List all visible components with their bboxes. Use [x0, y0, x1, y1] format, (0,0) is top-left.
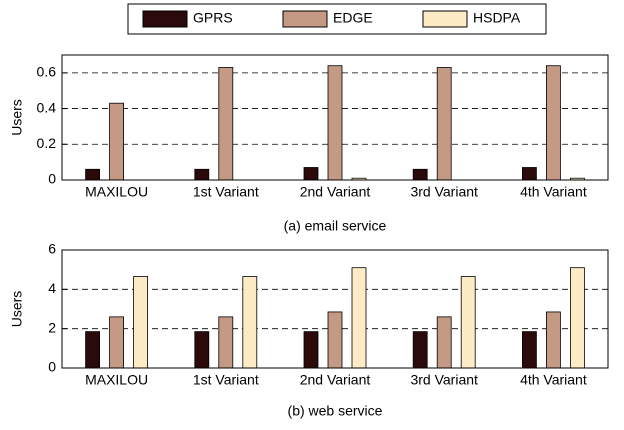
- bar: [133, 276, 149, 369]
- bar: [570, 267, 585, 369]
- plot-frame: [61, 249, 609, 369]
- legend-label: GPRS: [193, 10, 233, 26]
- y-tick-label: 0: [48, 359, 56, 375]
- bar: [109, 102, 124, 181]
- y-tick-label: 4: [48, 280, 56, 296]
- y-tick-label: 0: [48, 171, 56, 187]
- y-axis-label: Users: [9, 99, 25, 136]
- x-tick-label: 3rd Variant: [410, 372, 478, 388]
- y-tick-label: 6: [48, 241, 56, 257]
- legend-swatch: [422, 10, 468, 28]
- bar: [303, 331, 319, 369]
- x-tick-label: 4th Variant: [520, 372, 587, 388]
- x-tick-label: 2nd Variant: [300, 184, 371, 200]
- x-tick-label: MAXILOU: [85, 184, 148, 200]
- bar: [460, 276, 476, 369]
- legend-swatch: [282, 10, 328, 28]
- bar: [218, 316, 234, 369]
- plot-frame: [61, 54, 609, 181]
- y-tick-label: 0.6: [37, 64, 57, 80]
- bar: [242, 276, 258, 369]
- bar: [303, 167, 319, 181]
- bar: [351, 267, 367, 369]
- bar: [85, 331, 100, 369]
- x-tick-label: 3rd Variant: [410, 184, 478, 200]
- bar: [327, 311, 343, 369]
- legend-label: HSDPA: [473, 10, 521, 26]
- legend-label: EDGE: [333, 10, 373, 26]
- bar: [194, 331, 210, 369]
- legend-swatch: [142, 10, 188, 28]
- x-tick-label: MAXILOU: [85, 372, 148, 388]
- x-tick-label: 1st Variant: [193, 184, 259, 200]
- bar: [85, 168, 100, 181]
- bar: [522, 167, 537, 181]
- chart-caption: (b) web service: [288, 403, 383, 419]
- x-tick-label: 4th Variant: [520, 184, 587, 200]
- bar: [546, 65, 561, 181]
- bar: [412, 168, 428, 181]
- bar: [436, 67, 452, 181]
- bar: [522, 331, 537, 369]
- y-tick-label: 0.4: [37, 99, 57, 115]
- y-tick-label: 0.2: [37, 135, 57, 151]
- chart-caption: (a) email service: [284, 218, 387, 234]
- y-tick-label: 2: [48, 319, 56, 335]
- bar: [109, 316, 124, 369]
- x-tick-label: 1st Variant: [193, 372, 259, 388]
- bar: [436, 316, 452, 369]
- bar: [327, 65, 343, 181]
- bar: [412, 331, 428, 369]
- bar: [546, 311, 561, 369]
- legend-box: [127, 3, 547, 35]
- bar: [194, 168, 210, 181]
- x-tick-label: 2nd Variant: [300, 372, 371, 388]
- y-axis-label: Users: [9, 291, 25, 328]
- bar: [218, 67, 234, 181]
